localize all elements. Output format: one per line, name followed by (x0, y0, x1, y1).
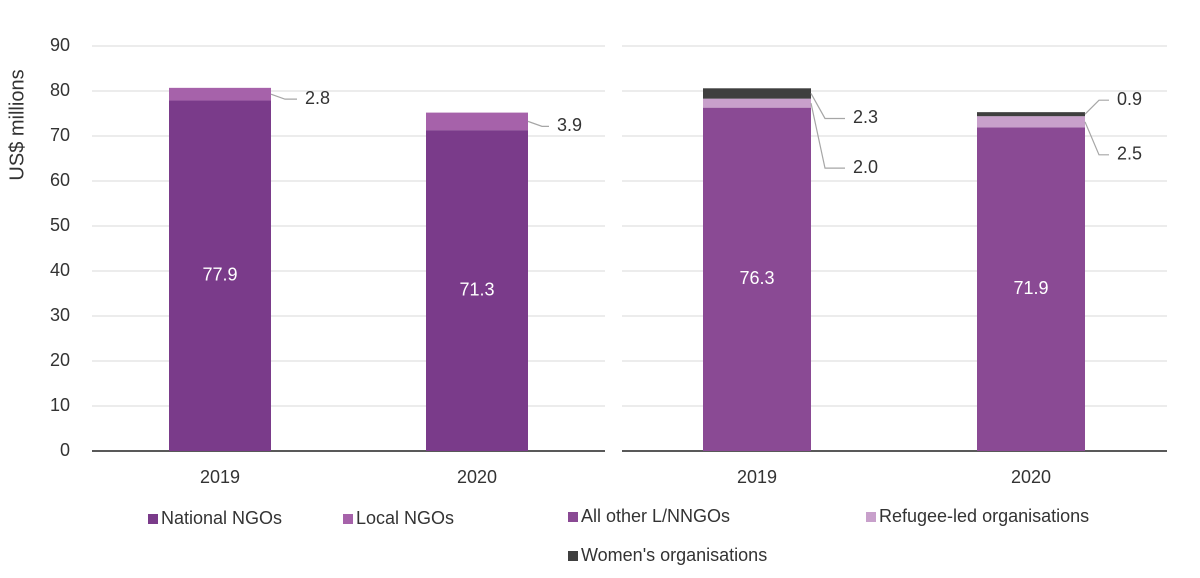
legend-label: Local NGOs (356, 508, 454, 528)
bar-segment (426, 130, 528, 451)
x-tick-label: 2020 (1011, 467, 1051, 487)
legend-swatch (568, 512, 578, 522)
data-label: 2.8 (305, 88, 330, 108)
x-tick-label: 2020 (457, 467, 497, 487)
legend-swatch (343, 514, 353, 524)
data-label: 0.9 (1117, 89, 1142, 109)
data-label: 71.9 (1013, 278, 1048, 298)
leader-line (1084, 99, 1109, 115)
bar-segment (977, 116, 1085, 128)
x-tick-label: 2019 (200, 467, 240, 487)
data-label: 71.3 (459, 279, 494, 299)
bar-segment (169, 87, 271, 101)
legend-swatch (148, 514, 158, 524)
legend-label: Refugee-led organisations (879, 506, 1089, 526)
bar-segment (977, 112, 1085, 117)
data-label: 3.9 (557, 115, 582, 135)
y-tick-label: 60 (50, 170, 70, 190)
y-tick-label: 30 (50, 305, 70, 325)
bar-segment (703, 88, 811, 99)
data-label: 2.3 (853, 107, 878, 127)
bar-segment (169, 100, 271, 451)
leader-line (810, 93, 845, 120)
leader-line (1084, 121, 1109, 156)
data-label: 2.5 (1117, 144, 1142, 164)
x-tick-label: 2019 (737, 467, 777, 487)
y-tick-label: 70 (50, 125, 70, 145)
legend-swatch (866, 512, 876, 522)
y-tick-label: 10 (50, 395, 70, 415)
leader-line (270, 93, 297, 100)
bar-segment (977, 127, 1085, 451)
bar-segment (426, 112, 528, 131)
y-tick-label: 40 (50, 260, 70, 280)
bar-segment (703, 98, 811, 108)
leader-line (527, 120, 549, 127)
legend-swatch (568, 551, 578, 561)
data-label: 2.0 (853, 157, 878, 177)
legend-label: All other L/NNGOs (581, 506, 730, 526)
y-tick-label: 50 (50, 215, 70, 235)
y-tick-label: 20 (50, 350, 70, 370)
bar-segment (703, 107, 811, 452)
y-axis-label: US$ millions (6, 69, 28, 180)
data-label: 77.9 (202, 264, 237, 284)
legend-label: National NGOs (161, 508, 282, 528)
y-tick-label: 80 (50, 80, 70, 100)
y-tick-label: 90 (50, 35, 70, 55)
y-tick-label: 0 (60, 440, 70, 460)
legend-label: Women's organisations (581, 545, 767, 565)
leader-line (810, 103, 845, 169)
data-label: 76.3 (739, 268, 774, 288)
